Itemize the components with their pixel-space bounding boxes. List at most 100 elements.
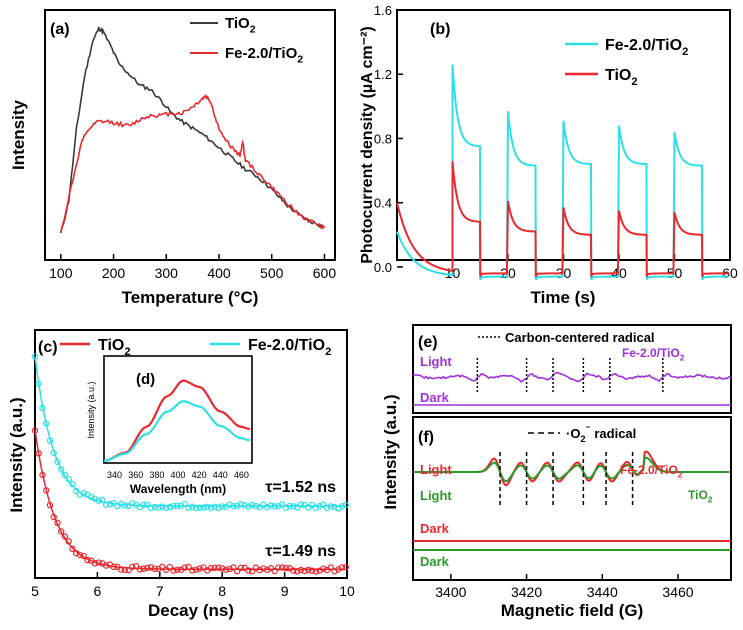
c-point [170, 502, 177, 510]
c-point [91, 560, 99, 567]
c-point [218, 565, 226, 572]
f-fe-sample-label: Fe-2.0/TiO2 [620, 463, 683, 480]
c-point [102, 501, 110, 509]
c-point [80, 490, 87, 497]
c-point [189, 567, 196, 574]
c-point [316, 503, 323, 510]
a-xtick-label: 500 [260, 265, 284, 281]
c-point [72, 549, 80, 557]
c-point [140, 501, 147, 508]
c-point [196, 504, 203, 511]
c-point [46, 437, 54, 444]
a-xtick-label: 300 [155, 265, 179, 281]
panel-c-frame [34, 329, 348, 579]
c-point [50, 513, 57, 521]
c-point [174, 566, 181, 573]
c-point [99, 496, 106, 504]
c-point [110, 563, 117, 571]
c-point [46, 501, 54, 509]
c-point [211, 503, 218, 510]
c-point [174, 502, 181, 509]
f-xtick-label: 3400 [435, 584, 466, 600]
c-point [50, 449, 57, 457]
c-point [200, 504, 207, 511]
c-point [218, 503, 226, 510]
c-point [147, 504, 155, 512]
d-xtick-label: 360 [128, 470, 143, 480]
c-point [117, 566, 125, 573]
d-xtick-label: 420 [192, 470, 207, 480]
a-series-line [60, 93, 326, 233]
c-point [196, 565, 203, 572]
e-light-label: Light [420, 354, 452, 369]
c-xtick-label: 5 [31, 583, 39, 599]
panel-c-xlabel: Decay (ns) [148, 601, 234, 620]
c-point [147, 564, 155, 571]
c-point [207, 565, 215, 572]
c-point [215, 504, 222, 512]
panel-d-label: (d) [136, 371, 155, 388]
c-point [61, 533, 69, 540]
e-light-line [412, 371, 732, 383]
f-xtick-label: 3460 [662, 584, 693, 600]
c-point [166, 503, 173, 511]
c-point [61, 471, 69, 479]
c-point [248, 501, 256, 509]
c-point [297, 501, 305, 508]
c-point [230, 502, 237, 510]
c-point [278, 564, 286, 571]
c-point [144, 564, 151, 572]
c-point [121, 566, 129, 574]
panel-a-label: (a) [50, 21, 70, 38]
c-point [241, 502, 248, 509]
c-point [226, 565, 233, 573]
c-point [226, 501, 233, 508]
panel-c: (c) 5 6 7 8 9 10 TiO2 Fe-2.0/TiO2 Decay (ns) I… [7, 329, 355, 620]
f-xtick-label: 3440 [587, 584, 618, 600]
panel-a: (a) 100 200 300 400 500 600 TiO2 Fe-2.0/TiO2 T… [9, 9, 336, 307]
panel-e-frame [412, 324, 732, 414]
c-point [95, 497, 102, 504]
c-point [43, 420, 50, 427]
panel-f-xlabel: Magnetic field (G) [501, 601, 644, 620]
c-point [245, 567, 252, 574]
c-xtick-label: 7 [156, 583, 164, 599]
b-ytick-label: 0.0 [374, 260, 392, 275]
c-point [121, 502, 129, 509]
d-xtick-label: 440 [213, 470, 228, 480]
c-point [170, 567, 177, 574]
c-point [278, 501, 286, 508]
b-ytick-label: 0.4 [374, 196, 392, 211]
panel-b-xlabel: Time (s) [531, 288, 596, 307]
d-series-line [103, 400, 250, 462]
c-point [331, 503, 338, 511]
b-legend-label: Fe-2.0/TiO2 [605, 37, 688, 58]
panel-a-ylabel: Intensity [9, 100, 28, 170]
f-tio2-dark-label: Dark [420, 554, 450, 569]
c-tau-tio2: τ=1.49 ns [265, 543, 336, 560]
c-point [263, 566, 271, 573]
panel-d-ylabel: Intensity (a.u.) [86, 381, 96, 438]
c-point [31, 427, 39, 434]
c-point [192, 504, 200, 512]
c-point [95, 559, 102, 566]
a-xtick-label: 100 [49, 265, 73, 281]
c-point [129, 563, 136, 571]
panel-ef: (e) (f) Carbon-centered radical Light Dark… [381, 324, 732, 620]
c-point [305, 566, 312, 573]
c-point [263, 503, 271, 511]
c-point [230, 564, 237, 571]
c-point [43, 487, 50, 494]
f-fe-dark-label: Dark [420, 521, 450, 536]
c-point [69, 545, 76, 553]
c-point [185, 504, 192, 512]
c-point [233, 568, 241, 575]
f-annotation: ·O2⁻ radical [566, 424, 636, 444]
a-xtick-label: 200 [102, 265, 126, 281]
c-point [342, 501, 349, 509]
e-dark-label: Dark [420, 390, 450, 405]
f-xtick-label: 3420 [511, 584, 542, 600]
c-legend-label: Fe-2.0/TiO2 [248, 337, 331, 358]
c-point [159, 503, 166, 510]
